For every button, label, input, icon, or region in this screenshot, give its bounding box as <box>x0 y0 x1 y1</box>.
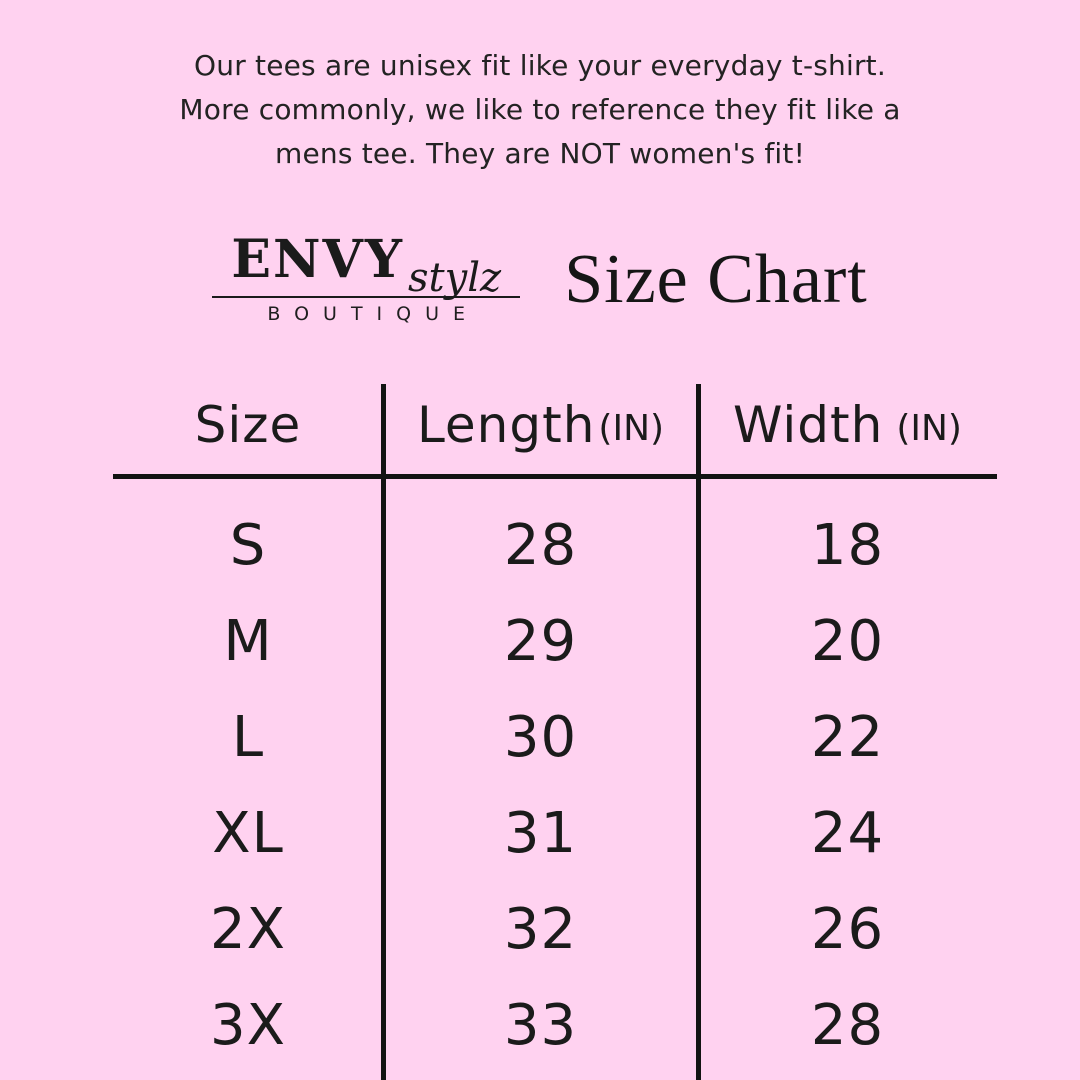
table-row-3x-length: 33 <box>503 992 578 1058</box>
table-body: S 28 18 M 29 20 L 30 22 XL 31 24 2X 32 2… <box>113 497 997 1073</box>
length-unit-label: (IN) <box>598 407 665 449</box>
brand-logo: ENVY stylz BOUTIQUE <box>212 229 521 325</box>
brand-script-name: stylz <box>408 255 502 301</box>
table-header-rule <box>113 474 997 479</box>
table-row-s-width: 18 <box>810 512 885 578</box>
table-row-xl-size: XL <box>212 800 284 866</box>
table-divider-vertical-1 <box>381 384 386 1080</box>
brand-name: ENVY <box>231 229 404 290</box>
table-row-xl-length: 31 <box>503 800 578 866</box>
column-header-size: Size <box>194 396 302 454</box>
table-row-2x-width: 26 <box>810 896 885 962</box>
table-row-s-length: 28 <box>503 512 578 578</box>
table-row-m-size: M <box>223 608 273 674</box>
table-row-m-width: 20 <box>810 608 885 674</box>
table-row-2x-size: 2X <box>210 896 286 962</box>
brand-underline <box>212 296 521 298</box>
table-row-l-length: 30 <box>503 704 578 770</box>
header-row: ENVY stylz BOUTIQUE Size Chart <box>0 234 1080 325</box>
brand-subtitle: BOUTIQUE <box>267 303 480 325</box>
table-row-3x-size: 3X <box>210 992 286 1058</box>
intro-line-1: Our tees are unisex fit like your everyd… <box>194 49 886 82</box>
width-unit-label: (IN) <box>896 407 962 449</box>
intro-text: Our tees are unisex fit like your everyd… <box>0 44 1080 176</box>
table-row-s-size: S <box>229 512 267 578</box>
brand-wordmark: ENVY stylz <box>231 229 501 299</box>
table-row-2x-length: 32 <box>503 896 578 962</box>
page-title: Size Chart <box>564 240 868 318</box>
table-divider-vertical-2 <box>696 384 701 1080</box>
table-header: Size Length (IN) Width (IN) <box>113 380 997 470</box>
table-row-m-length: 29 <box>503 608 578 674</box>
column-header-width: Width (IN) <box>733 396 962 454</box>
column-header-length: Length (IN) <box>416 396 665 454</box>
table-row-3x-width: 28 <box>810 992 885 1058</box>
table-row-l-size: L <box>231 704 265 770</box>
intro-line-3: mens tee. They are NOT women's fit! <box>275 137 805 170</box>
table-row-l-width: 22 <box>810 704 885 770</box>
intro-line-2: More commonly, we like to reference they… <box>179 93 901 126</box>
table-row-xl-width: 24 <box>810 800 885 866</box>
